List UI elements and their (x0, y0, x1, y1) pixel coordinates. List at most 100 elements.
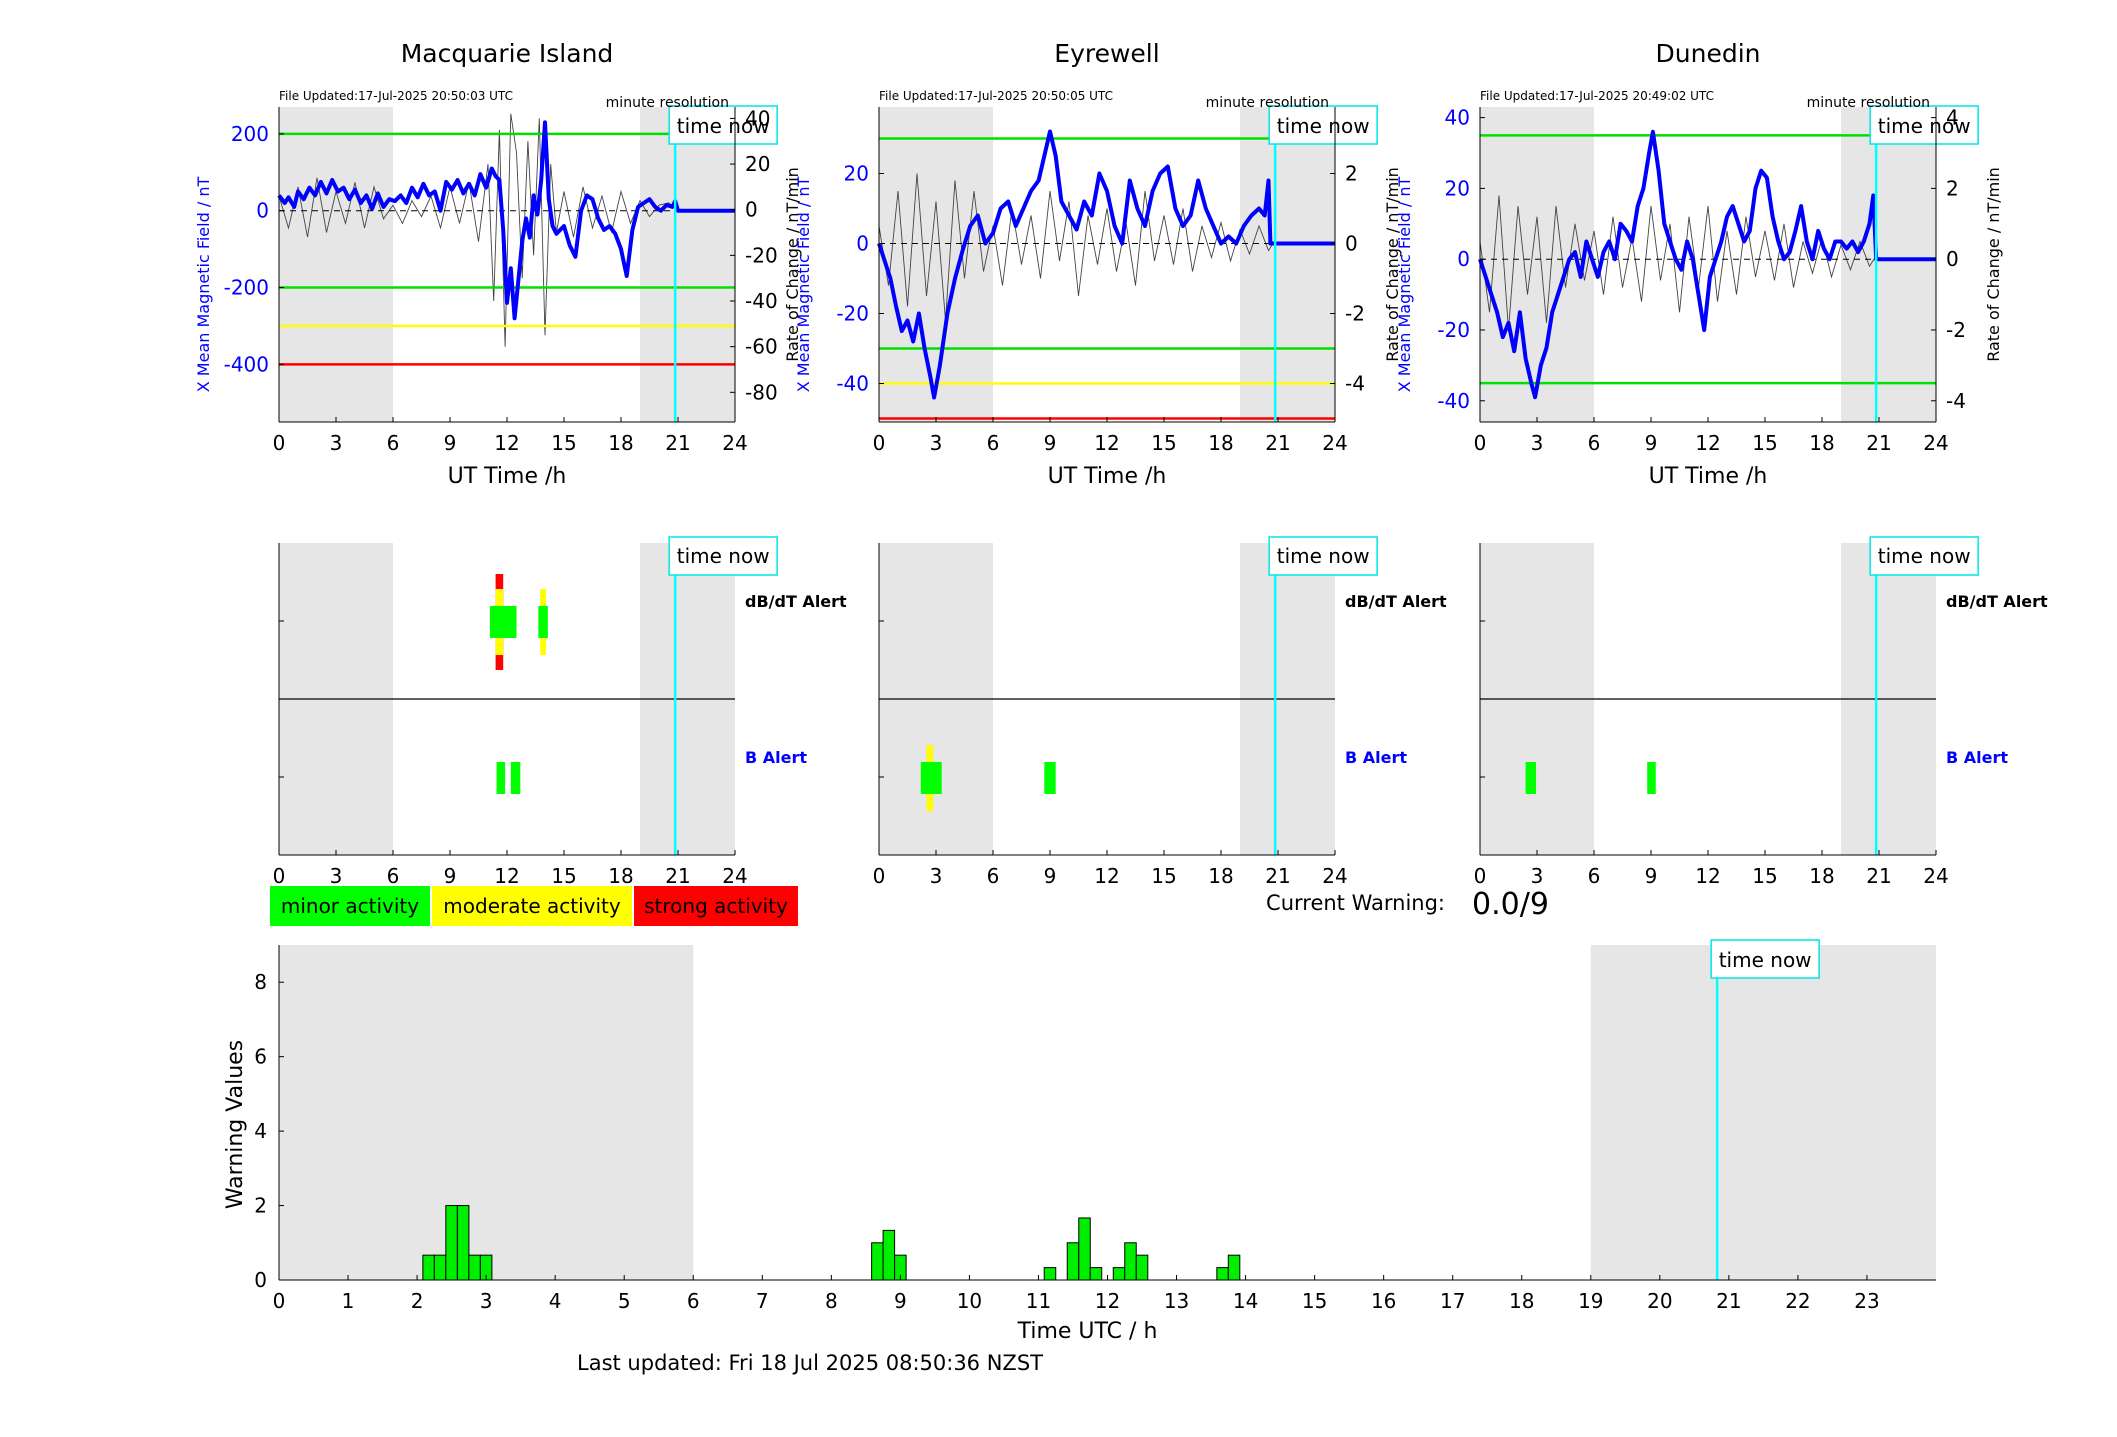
y-tick-label-right: 2 (1946, 176, 1959, 200)
x-tick-label: 9 (1645, 864, 1658, 888)
warning-bar (433, 1254, 447, 1281)
x-tick-label: 24 (1923, 431, 1948, 455)
x-tick-label: 6 (1588, 431, 1601, 455)
warning-bar (456, 1205, 470, 1281)
legend-label: strong activity (644, 894, 788, 918)
x-tick-label: 19 (1578, 1289, 1603, 1313)
y-tick-label-right: 0 (745, 198, 758, 222)
current-warning: Current Warning: 0.0/9 (1266, 887, 1549, 922)
x-tick-label: 21 (665, 431, 690, 455)
warning-bar (1078, 1217, 1091, 1281)
night-shading (279, 945, 694, 1280)
b-alert-label: B Alert (1946, 748, 2008, 767)
x-tick-label: 6 (987, 431, 1000, 455)
night-shading (1590, 945, 1936, 1280)
resolution-label: minute resolution (1807, 95, 1930, 111)
x-axis-label: UT Time /h (1048, 464, 1167, 489)
x-tick-label: 7 (756, 1289, 769, 1313)
x-tick-label: 3 (480, 1289, 493, 1313)
y-axis-label: Warning Values (223, 1040, 248, 1209)
x-tick-label: 21 (1866, 431, 1891, 455)
time-now-box (1268, 536, 1378, 576)
y-tick-label-right: 2 (1345, 162, 1358, 186)
alert-block (496, 762, 506, 794)
alert-block (538, 606, 548, 638)
y-tick-label: 4 (254, 1119, 267, 1143)
y-tick-label-right: -80 (745, 380, 778, 404)
y-axis-label-right: Rate of Change / nT/min (1383, 167, 1402, 362)
x-tick-label: 12 (1094, 431, 1119, 455)
x-tick-label: 15 (1151, 431, 1176, 455)
alert-block (920, 762, 942, 794)
y-tick-label-left: -400 (224, 352, 269, 376)
x-tick-label: 9 (894, 1289, 907, 1313)
x-tick-label: 21 (1716, 1289, 1741, 1313)
x-tick-label: 3 (1531, 431, 1544, 455)
x-tick-label: 13 (1164, 1289, 1189, 1313)
rate-of-change-line (1479, 195, 1877, 331)
file-updated-text: File Updated:17-Jul-2025 20:50:03 UTC (279, 89, 513, 103)
time-now-label: time now (1277, 544, 1370, 568)
y-tick-label-right: -60 (745, 335, 778, 359)
x-tick-label: 21 (1265, 864, 1290, 888)
y-tick-label-right: 0 (1345, 232, 1358, 256)
field-line (1478, 129, 1936, 400)
warning-bar (1043, 1267, 1057, 1281)
alert-panel: time now 0 3 6 9 12 15 18 21 24 dB/dT Alert B Alert (1474, 536, 2048, 888)
x-tick-label: 6 (687, 1289, 700, 1313)
x-tick-label: 9 (1044, 431, 1057, 455)
x-tick-label: 12 (494, 431, 519, 455)
y-tick-label-left: 20 (844, 162, 869, 186)
x-tick-label: 15 (1752, 864, 1777, 888)
y-tick-label: 8 (254, 970, 267, 994)
warning-bar (882, 1229, 896, 1281)
x-tick-label: 3 (330, 431, 343, 455)
y-tick-label-left: 0 (256, 199, 269, 223)
x-tick-label: 18 (1809, 864, 1834, 888)
x-tick-label: 6 (1588, 864, 1601, 888)
y-tick-label-left: -200 (224, 276, 269, 300)
night-shading (1480, 107, 1594, 422)
x-tick-label: 22 (1785, 1289, 1810, 1313)
alert-block (1525, 762, 1537, 794)
night-shading (1841, 107, 1936, 422)
time-now-box (1869, 105, 1979, 145)
warning-bar (871, 1242, 884, 1281)
night-shading (279, 107, 393, 422)
x-tick-label: 1 (342, 1289, 355, 1313)
y-tick-label-right: -4 (1345, 372, 1365, 396)
x-tick-label: 15 (1752, 431, 1777, 455)
warning-bar (422, 1254, 435, 1281)
x-tick-label: 15 (551, 431, 576, 455)
y-tick-label-right: -40 (745, 289, 778, 313)
x-tick-label: 20 (1647, 1289, 1672, 1313)
time-now-box (1710, 939, 1820, 979)
x-tick-label: 12 (1695, 431, 1720, 455)
x-tick-label: 24 (1923, 864, 1948, 888)
x-tick-label: 6 (387, 864, 400, 888)
night-shading (879, 107, 993, 422)
x-tick-label: 0 (1474, 431, 1487, 455)
x-tick-label: 11 (1026, 1289, 1051, 1313)
x-tick-label: 0 (873, 431, 886, 455)
x-tick-label: 12 (1095, 1289, 1120, 1313)
panel-title: Macquarie Island (401, 39, 614, 68)
x-tick-label: 16 (1371, 1289, 1396, 1313)
x-tick-label: 3 (930, 431, 943, 455)
activity-legend: minor activity moderate activity strong ac… (270, 886, 798, 926)
time-now-box (1869, 536, 1979, 576)
x-tick-label: 8 (825, 1289, 838, 1313)
dbdt-alert-label: dB/dT Alert (1946, 592, 2048, 611)
panel-title: Dunedin (1656, 39, 1761, 68)
x-tick-label: 18 (1208, 864, 1233, 888)
x-tick-label: 3 (330, 864, 343, 888)
alert-panel: time now 0 3 6 9 12 15 18 21 24 dB/dT Alert B Alert (273, 536, 847, 888)
warning-bar (1135, 1254, 1149, 1281)
panel-title: Eyrewell (1054, 39, 1159, 68)
y-tick-label-right: -2 (1345, 302, 1365, 326)
x-tick-label: 24 (1322, 864, 1347, 888)
y-tick-label-right: 20 (745, 152, 770, 176)
